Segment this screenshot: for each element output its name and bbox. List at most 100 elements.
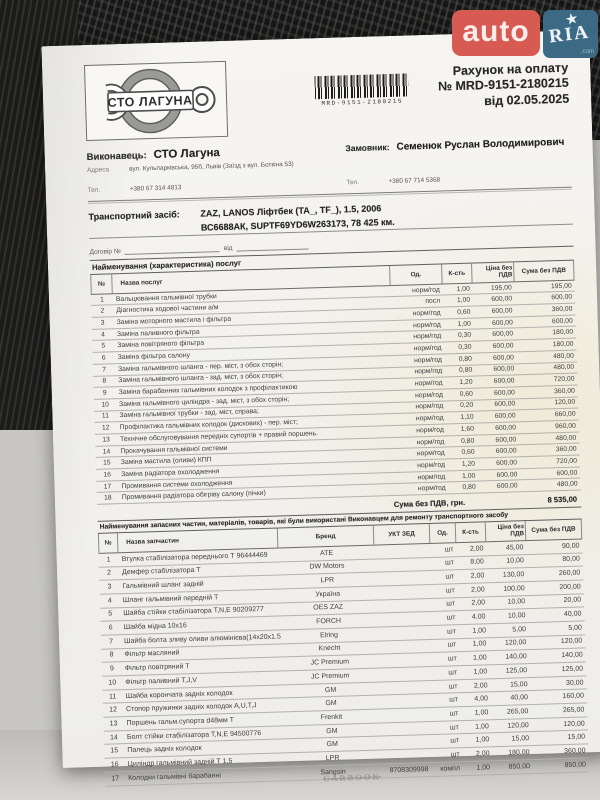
service-num: 17 [103,482,112,491]
service-qty: 0,20 [459,402,474,410]
part-sum: 90,00 [561,542,580,550]
part-sum: 120,00 [560,637,583,646]
part-brand: Україна [315,590,341,599]
service-qty: 0,80 [458,355,472,363]
part-name: Поршень гальм.супорта d48мм Т [126,716,235,727]
part-ukt [379,687,435,689]
service-unit: норм/год [411,286,440,294]
part-qty: 1,00 [473,668,488,676]
part-brand: Knecht [318,645,341,653]
document-header: СТО ЛАГУНА MRD-9151-2180215 Рахунок на о… [83,47,570,141]
part-brand: JC Premium [310,672,350,681]
service-price: 600,00 [491,319,513,327]
service-unit: норм/год [412,321,441,330]
part-price: 265,00 [506,708,529,716]
parties-row: Виконавець: СТО Лагуна Адреса вул. Кульп… [87,137,571,174]
service-num: 2 [100,307,105,315]
service-num: 16 [103,471,112,479]
part-price: 120,00 [504,639,527,648]
part-qty: 1,00 [475,736,490,744]
part-unit: шт [449,696,459,704]
service-price: 600,00 [494,400,516,409]
part-sum: 120,00 [563,720,585,728]
service-num: 3 [100,319,105,327]
service-num: 18 [103,494,112,502]
part-unit: компл [440,764,461,773]
service-unit: норм/год [415,391,444,400]
contract-date-blank [236,240,309,252]
service-unit: норм/год [413,344,442,353]
part-price: 45,00 [505,543,524,552]
contract-number-blank [124,243,220,255]
part-num: 6 [108,624,113,632]
invoice-document: СТО ЛАГУНА MRD-9151-2180215 Рахунок на о… [41,30,600,787]
service-num: 10 [101,401,109,409]
service-unit: норм/год [415,414,444,423]
svg-text:СТО ЛАГУНА: СТО ЛАГУНА [107,93,192,110]
service-unit: норм/год [412,309,441,318]
part-qty: 2,00 [471,599,486,608]
service-sum: 480,00 [555,434,577,442]
part-name: Палець задніх колодок [127,745,202,755]
service-sum: 120,00 [554,399,576,407]
part-unit: шт [448,669,458,677]
part-sum: 5,00 [568,624,583,632]
service-sum: 600,00 [556,469,578,477]
auto-logo-box: auto [452,10,540,56]
part-num: 17 [111,774,120,783]
part-qty: 1,00 [473,654,487,662]
executor-name: СТО Лагуна [153,147,221,162]
service-qty: 1,00 [457,320,471,328]
part-name: Шайба стійки стабілізатора T,N,E 9020927… [123,606,264,618]
part-price: 10,00 [506,557,524,566]
customer-phone-label: Тел. [346,178,359,187]
executor-phone: +380 67 314 4813 [129,184,182,193]
part-name: Шайба болта зливу оливи алюмінієва(14x20… [123,633,282,645]
part-qty: 1,00 [472,627,487,635]
service-unit: норм/год [413,356,442,365]
col-qty: К-сть [442,263,473,284]
service-qty: 0,80 [458,367,473,375]
service-num: 8 [102,377,107,385]
part-num: 1 [106,556,111,564]
part-num: 12 [109,706,118,714]
service-num: 11 [101,412,110,421]
service-unit: норм/год [417,473,446,481]
part-name: Колодки гальмівні барабанні [128,771,221,782]
part-ukt [379,714,435,716]
service-price: 600,00 [491,295,513,304]
part-brand: GM [326,727,338,735]
service-qty: 1,20 [459,378,473,387]
customer-phone: +380 67 714 5368 [388,176,441,186]
part-unit: шт [447,655,457,663]
col-price: Ціна без ПДВ [472,262,515,283]
auto-ria-logo: auto ★ RIA .com [452,10,598,58]
part-price: 125,00 [505,666,528,675]
service-unit: норм/год [416,449,445,458]
part-qty: 4,00 [471,613,486,621]
col-ukt: УКТ ЗЕД [373,524,431,545]
part-price: 5,00 [512,625,527,634]
part-name: Шайба корончата задніх колодок [125,689,233,700]
part-num: 14 [109,733,118,742]
service-sum: 180,00 [552,328,574,337]
service-price: 600,00 [491,307,513,315]
part-qty: 2,00 [475,750,490,758]
part-price: 10,00 [507,612,526,620]
service-sum: 480,00 [552,352,574,360]
part-sum: 15,00 [567,733,586,742]
service-sum: 360,00 [551,305,573,314]
service-price: 600,00 [494,412,516,421]
part-ukt [377,632,433,634]
carbook-watermark: CARBOOK [323,770,382,783]
wrench-gear-icon: СТО ЛАГУНА [105,68,216,134]
part-brand: LPR [320,576,335,585]
part-sum: 140,00 [561,651,583,660]
part-ukt [378,673,434,675]
part-unit: шт [449,710,459,718]
part-sum: 20,00 [563,596,582,605]
service-qty: 0,80 [460,437,475,445]
service-sum: 720,00 [556,457,578,466]
part-ukt [377,619,433,621]
service-sum: 180,00 [552,340,574,349]
